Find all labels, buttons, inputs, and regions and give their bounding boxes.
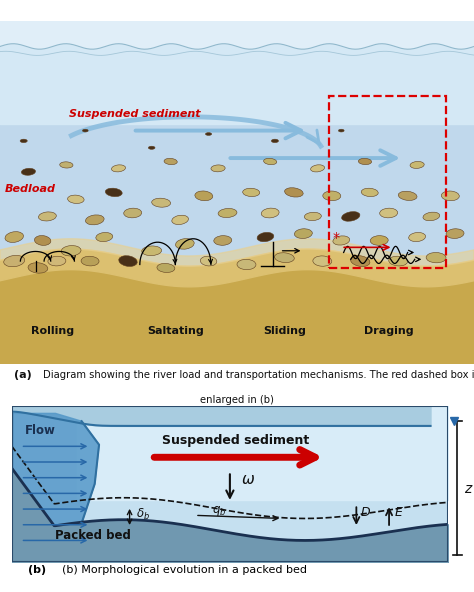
Ellipse shape: [105, 188, 122, 197]
Ellipse shape: [5, 231, 23, 242]
Text: D: D: [361, 506, 370, 519]
Ellipse shape: [148, 146, 155, 149]
Ellipse shape: [313, 256, 332, 266]
Ellipse shape: [370, 236, 388, 245]
Bar: [329, 96, 446, 268]
Ellipse shape: [152, 198, 171, 207]
Text: (b): (b): [28, 565, 46, 574]
Ellipse shape: [61, 246, 81, 256]
Text: Draging: Draging: [364, 326, 413, 336]
Ellipse shape: [85, 215, 104, 225]
Ellipse shape: [218, 208, 237, 217]
Ellipse shape: [237, 259, 256, 270]
Ellipse shape: [175, 239, 194, 249]
Ellipse shape: [409, 233, 426, 242]
Ellipse shape: [294, 229, 312, 239]
Text: (a): (a): [14, 370, 32, 380]
Ellipse shape: [214, 236, 232, 245]
Ellipse shape: [261, 208, 279, 218]
Ellipse shape: [96, 233, 113, 242]
Text: Diagram showing the river load and transportation mechanisms. The red dashed box: Diagram showing the river load and trans…: [43, 370, 474, 380]
Text: E: E: [395, 506, 402, 519]
Text: Bedload: Bedload: [5, 184, 56, 194]
Ellipse shape: [142, 246, 162, 256]
Ellipse shape: [38, 212, 56, 221]
Polygon shape: [12, 413, 99, 550]
Text: Packed bed: Packed bed: [55, 529, 131, 542]
Ellipse shape: [35, 236, 51, 245]
Text: z: z: [465, 482, 472, 496]
Text: Rolling: Rolling: [31, 326, 73, 336]
Text: enlarged in (b): enlarged in (b): [200, 395, 274, 405]
Ellipse shape: [60, 162, 73, 168]
Text: Sliding: Sliding: [263, 326, 306, 336]
Ellipse shape: [304, 213, 321, 221]
Ellipse shape: [446, 229, 464, 239]
Ellipse shape: [164, 159, 177, 165]
Ellipse shape: [441, 191, 459, 201]
Ellipse shape: [48, 256, 66, 266]
Ellipse shape: [342, 211, 360, 221]
Ellipse shape: [201, 256, 217, 266]
Ellipse shape: [211, 165, 225, 172]
Ellipse shape: [172, 215, 189, 224]
Ellipse shape: [68, 195, 84, 204]
Text: (b) Morphological evolution in a packed bed: (b) Morphological evolution in a packed …: [62, 565, 307, 574]
Ellipse shape: [243, 188, 260, 197]
Ellipse shape: [257, 233, 274, 242]
Bar: [0, 21, 474, 303]
Ellipse shape: [82, 129, 88, 132]
Ellipse shape: [271, 139, 278, 143]
Ellipse shape: [361, 188, 378, 197]
Ellipse shape: [426, 252, 446, 263]
Ellipse shape: [351, 256, 370, 266]
Text: Suspended sediment: Suspended sediment: [162, 434, 310, 447]
Ellipse shape: [157, 263, 175, 272]
Ellipse shape: [111, 165, 126, 172]
Ellipse shape: [20, 139, 27, 143]
Ellipse shape: [264, 158, 277, 165]
Ellipse shape: [380, 208, 398, 218]
Ellipse shape: [333, 236, 350, 245]
Ellipse shape: [119, 256, 137, 266]
Text: Suspended sediment: Suspended sediment: [69, 109, 201, 119]
Ellipse shape: [389, 256, 408, 266]
Text: $\omega$: $\omega$: [241, 472, 255, 487]
Text: Flow: Flow: [25, 424, 56, 437]
Ellipse shape: [338, 129, 344, 132]
Ellipse shape: [323, 191, 341, 201]
Ellipse shape: [310, 165, 325, 172]
Ellipse shape: [4, 255, 25, 267]
Ellipse shape: [358, 159, 372, 165]
Text: $q_b$: $q_b$: [212, 504, 227, 518]
Ellipse shape: [284, 188, 303, 197]
Ellipse shape: [81, 256, 99, 266]
Ellipse shape: [21, 168, 36, 175]
Ellipse shape: [195, 191, 213, 201]
Ellipse shape: [28, 263, 48, 273]
Ellipse shape: [398, 191, 417, 201]
Ellipse shape: [410, 162, 424, 168]
Ellipse shape: [274, 253, 294, 262]
Ellipse shape: [423, 212, 440, 221]
Text: *: *: [333, 231, 340, 245]
Ellipse shape: [206, 133, 211, 136]
Text: Saltating: Saltating: [147, 326, 204, 336]
Ellipse shape: [124, 208, 142, 218]
Text: $\delta_b$: $\delta_b$: [136, 507, 150, 522]
